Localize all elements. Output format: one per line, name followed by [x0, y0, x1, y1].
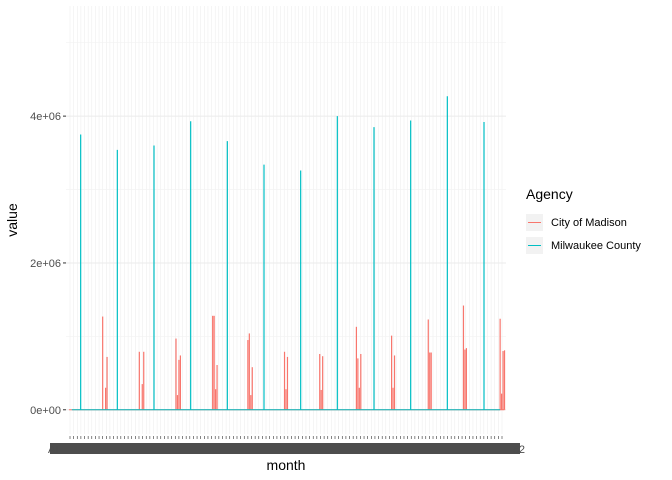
y-axis-title: value [4, 203, 20, 237]
x-axis-title: month [267, 457, 306, 473]
y-tick-label: 4e+06 [30, 111, 61, 123]
legend-item-milwaukee-county: Milwaukee County [526, 234, 641, 257]
legend-key-milwaukee-county [526, 237, 543, 254]
legend: Agency City of Madison Milwaukee County [526, 186, 641, 257]
legend-label-milwaukee-county: Milwaukee County [551, 239, 641, 252]
x-tick-label-first: AI [48, 444, 58, 456]
x-tick-labels-overlap [50, 443, 520, 454]
panel-background [66, 6, 506, 434]
series-layer [68, 96, 506, 411]
x-axis: AI 52 [48, 436, 525, 456]
legend-title: Agency [526, 186, 573, 202]
legend-label-city-of-madison: City of Madison [551, 216, 627, 229]
legend-item-city-of-madison: City of Madison [526, 211, 641, 234]
y-tick-label: 0e+00 [30, 405, 61, 417]
y-axis: 0e+00 2e+06 4e+06 [30, 111, 66, 417]
series-milwaukee-county [71, 96, 501, 411]
legend-key-city-of-madison [526, 214, 543, 231]
x-tick-label-last: 52 [513, 444, 525, 456]
y-tick-label: 2e+06 [30, 258, 61, 270]
